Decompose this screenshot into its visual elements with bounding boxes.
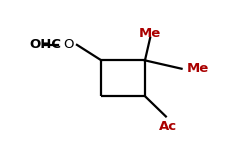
Text: OHC: OHC xyxy=(30,38,62,51)
Text: Me: Me xyxy=(187,62,209,75)
Text: Me: Me xyxy=(139,27,161,40)
Text: O: O xyxy=(63,38,74,51)
Text: Ac: Ac xyxy=(159,120,177,133)
